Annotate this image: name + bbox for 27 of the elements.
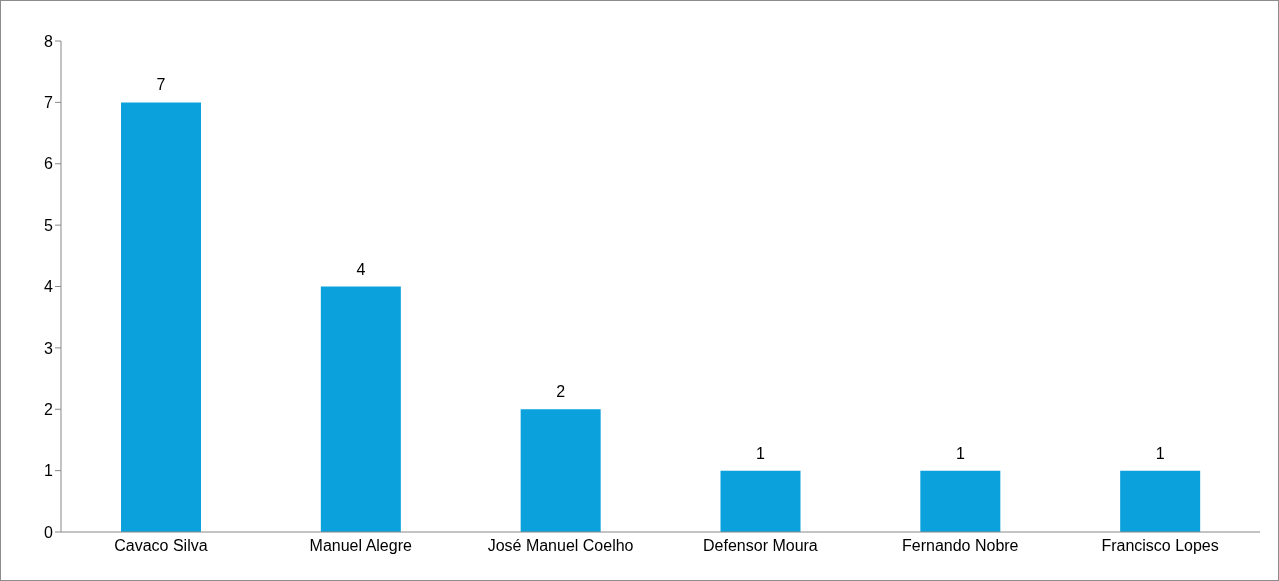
- x-tick-label: Cavaco Silva: [114, 537, 208, 555]
- y-tick-label: 3: [44, 339, 54, 357]
- y-tick-label: 8: [44, 32, 54, 50]
- x-tick-label: Francisco Lopes: [1101, 537, 1219, 555]
- x-tick-label: Manuel Alegre: [309, 537, 412, 555]
- data-label: 7: [156, 76, 166, 94]
- bar: [520, 409, 601, 532]
- x-tick-label: Fernando Nobre: [901, 537, 1019, 555]
- y-tick-label: 2: [44, 400, 54, 418]
- bar: [320, 286, 401, 532]
- y-tick-label: 0: [44, 523, 54, 541]
- data-label: 2: [556, 383, 566, 401]
- bar: [720, 470, 801, 532]
- bar: [920, 470, 1001, 532]
- x-tick-label: José Manuel Coelho: [487, 537, 634, 555]
- y-tick-label: 6: [44, 155, 54, 173]
- data-label: 1: [1155, 444, 1165, 462]
- y-tick-label: 1: [44, 462, 54, 480]
- data-label: 1: [955, 444, 965, 462]
- y-tick-label: 4: [44, 278, 54, 296]
- y-tick-label: 5: [44, 216, 54, 234]
- data-label: 1: [756, 444, 766, 462]
- bar: [1120, 470, 1201, 532]
- bar: [121, 102, 201, 532]
- y-tick-label: 7: [44, 94, 54, 112]
- x-tick-label: Defensor Moura: [703, 537, 818, 555]
- data-label: 4: [356, 260, 366, 278]
